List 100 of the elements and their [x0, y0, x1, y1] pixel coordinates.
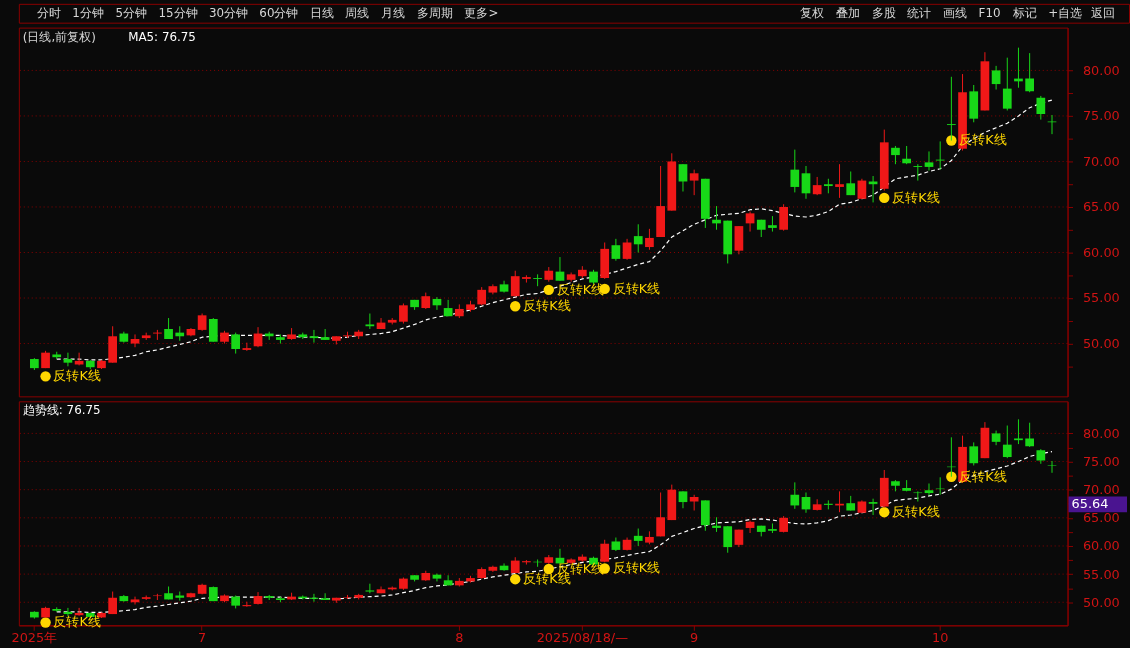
candlestick: [924, 150, 934, 172]
text: 反转K线: [612, 560, 661, 576]
point: [40, 371, 51, 382]
point: [946, 471, 957, 482]
point: [543, 284, 554, 296]
candlestick: [320, 328, 330, 341]
y-tick-label: 75.00: [1082, 108, 1120, 124]
candlestick: [611, 238, 621, 262]
point: [40, 617, 51, 628]
candlestick: [891, 145, 900, 165]
candlestick: [320, 592, 330, 601]
candlestick: [969, 441, 979, 466]
candlestick: [309, 329, 319, 344]
candlestick: [924, 482, 934, 496]
text: 统计: [907, 6, 932, 21]
y-tick-label: 50.00: [1082, 336, 1120, 352]
candlestick: [633, 223, 643, 254]
x-tick-label: 2025/08/18/—: [536, 629, 629, 645]
text: 画线: [942, 6, 967, 21]
candlestick: [130, 596, 140, 606]
candlestick: [477, 286, 487, 306]
text: 30分钟: [208, 6, 249, 21]
y-tick-label: 80.00: [1082, 62, 1120, 78]
text: 多周期: [416, 6, 453, 21]
candlestick: [365, 313, 375, 330]
y-tick-label: 65.00: [1082, 199, 1120, 215]
text: 月线: [381, 6, 406, 21]
x-tick-label: 8: [455, 629, 464, 645]
text: 标记: [1011, 6, 1037, 21]
candlestick: [399, 302, 408, 325]
candlestick: [231, 332, 241, 355]
point: [510, 301, 521, 312]
text: 反转K线: [53, 614, 101, 630]
text: 反转K线: [892, 504, 940, 520]
x-tick-label: 2025年: [11, 629, 58, 645]
candlestick: [935, 140, 945, 171]
candlestick: [443, 574, 453, 586]
candlestick: [130, 333, 140, 348]
y-tick-label: 55.00: [1082, 290, 1120, 306]
annotation: MA5: 76.75: [128, 29, 196, 44]
candlestick: [522, 559, 531, 566]
text: 反转K线: [523, 298, 571, 314]
candlestick: [443, 299, 453, 317]
text: 反转K线: [612, 280, 661, 296]
candlestick: [790, 149, 800, 193]
text: 多股: [871, 6, 896, 21]
candlestick: [510, 270, 520, 297]
candlestick: [1002, 425, 1012, 459]
text: 复权: [800, 6, 825, 21]
candlestick: [365, 583, 375, 594]
point: [879, 507, 890, 518]
candlestick: [812, 176, 822, 196]
candlestick: [835, 163, 844, 199]
text: 返回: [1091, 6, 1116, 21]
text: 更多>: [464, 6, 499, 21]
candlestick: [745, 211, 755, 233]
candlestick: [678, 163, 688, 193]
candlestick: [622, 238, 632, 261]
candlestick: [790, 481, 800, 510]
y-tick-label: 70.00: [1082, 153, 1120, 169]
candlestick: [913, 163, 923, 182]
candlestick: [533, 273, 542, 287]
candlestick: [779, 203, 788, 232]
y-tick-label: 65.00: [1082, 510, 1120, 526]
candlestick: [857, 178, 867, 200]
text: 叠加: [835, 6, 860, 21]
candlestick: [63, 352, 73, 367]
y-tick-label: 60.00: [1082, 538, 1120, 554]
candlestick: [1002, 57, 1012, 111]
candlestick: [689, 169, 699, 196]
candlestick: [723, 525, 733, 554]
y-tick-label: 75.00: [1082, 454, 1120, 469]
text: 1分钟: [72, 6, 104, 21]
text: 65.64: [1071, 496, 1109, 512]
candlestick: [902, 145, 911, 165]
text: 60分钟: [259, 6, 299, 21]
point: [510, 573, 521, 585]
candlestick: [1014, 418, 1023, 445]
candlestick: [1025, 422, 1034, 448]
candlestick: [153, 329, 162, 341]
annotation: 趋势线: 76.75: [22, 403, 101, 418]
y-tick-label: 80.00: [1082, 425, 1120, 441]
y-tick-label: 70.00: [1082, 482, 1120, 498]
point: [946, 135, 957, 146]
candlestick: [991, 65, 1001, 91]
y-tick-label: 50.00: [1082, 594, 1120, 610]
text: 5分钟: [115, 6, 147, 21]
point: [879, 192, 890, 204]
text: 反转K线: [53, 368, 101, 384]
candlestick: [645, 228, 654, 251]
x-tick-label: 10: [931, 629, 949, 645]
x-tick-label: 9: [690, 629, 699, 645]
text: +自选: [1048, 6, 1083, 21]
chart-title: (日线,前复权): [22, 29, 96, 44]
text: 周线: [345, 6, 370, 21]
candlestick: [656, 492, 665, 537]
candlestick: [1025, 52, 1034, 93]
candlestick: [555, 256, 565, 282]
candlestick: [208, 317, 218, 343]
candlestick: [868, 498, 878, 516]
